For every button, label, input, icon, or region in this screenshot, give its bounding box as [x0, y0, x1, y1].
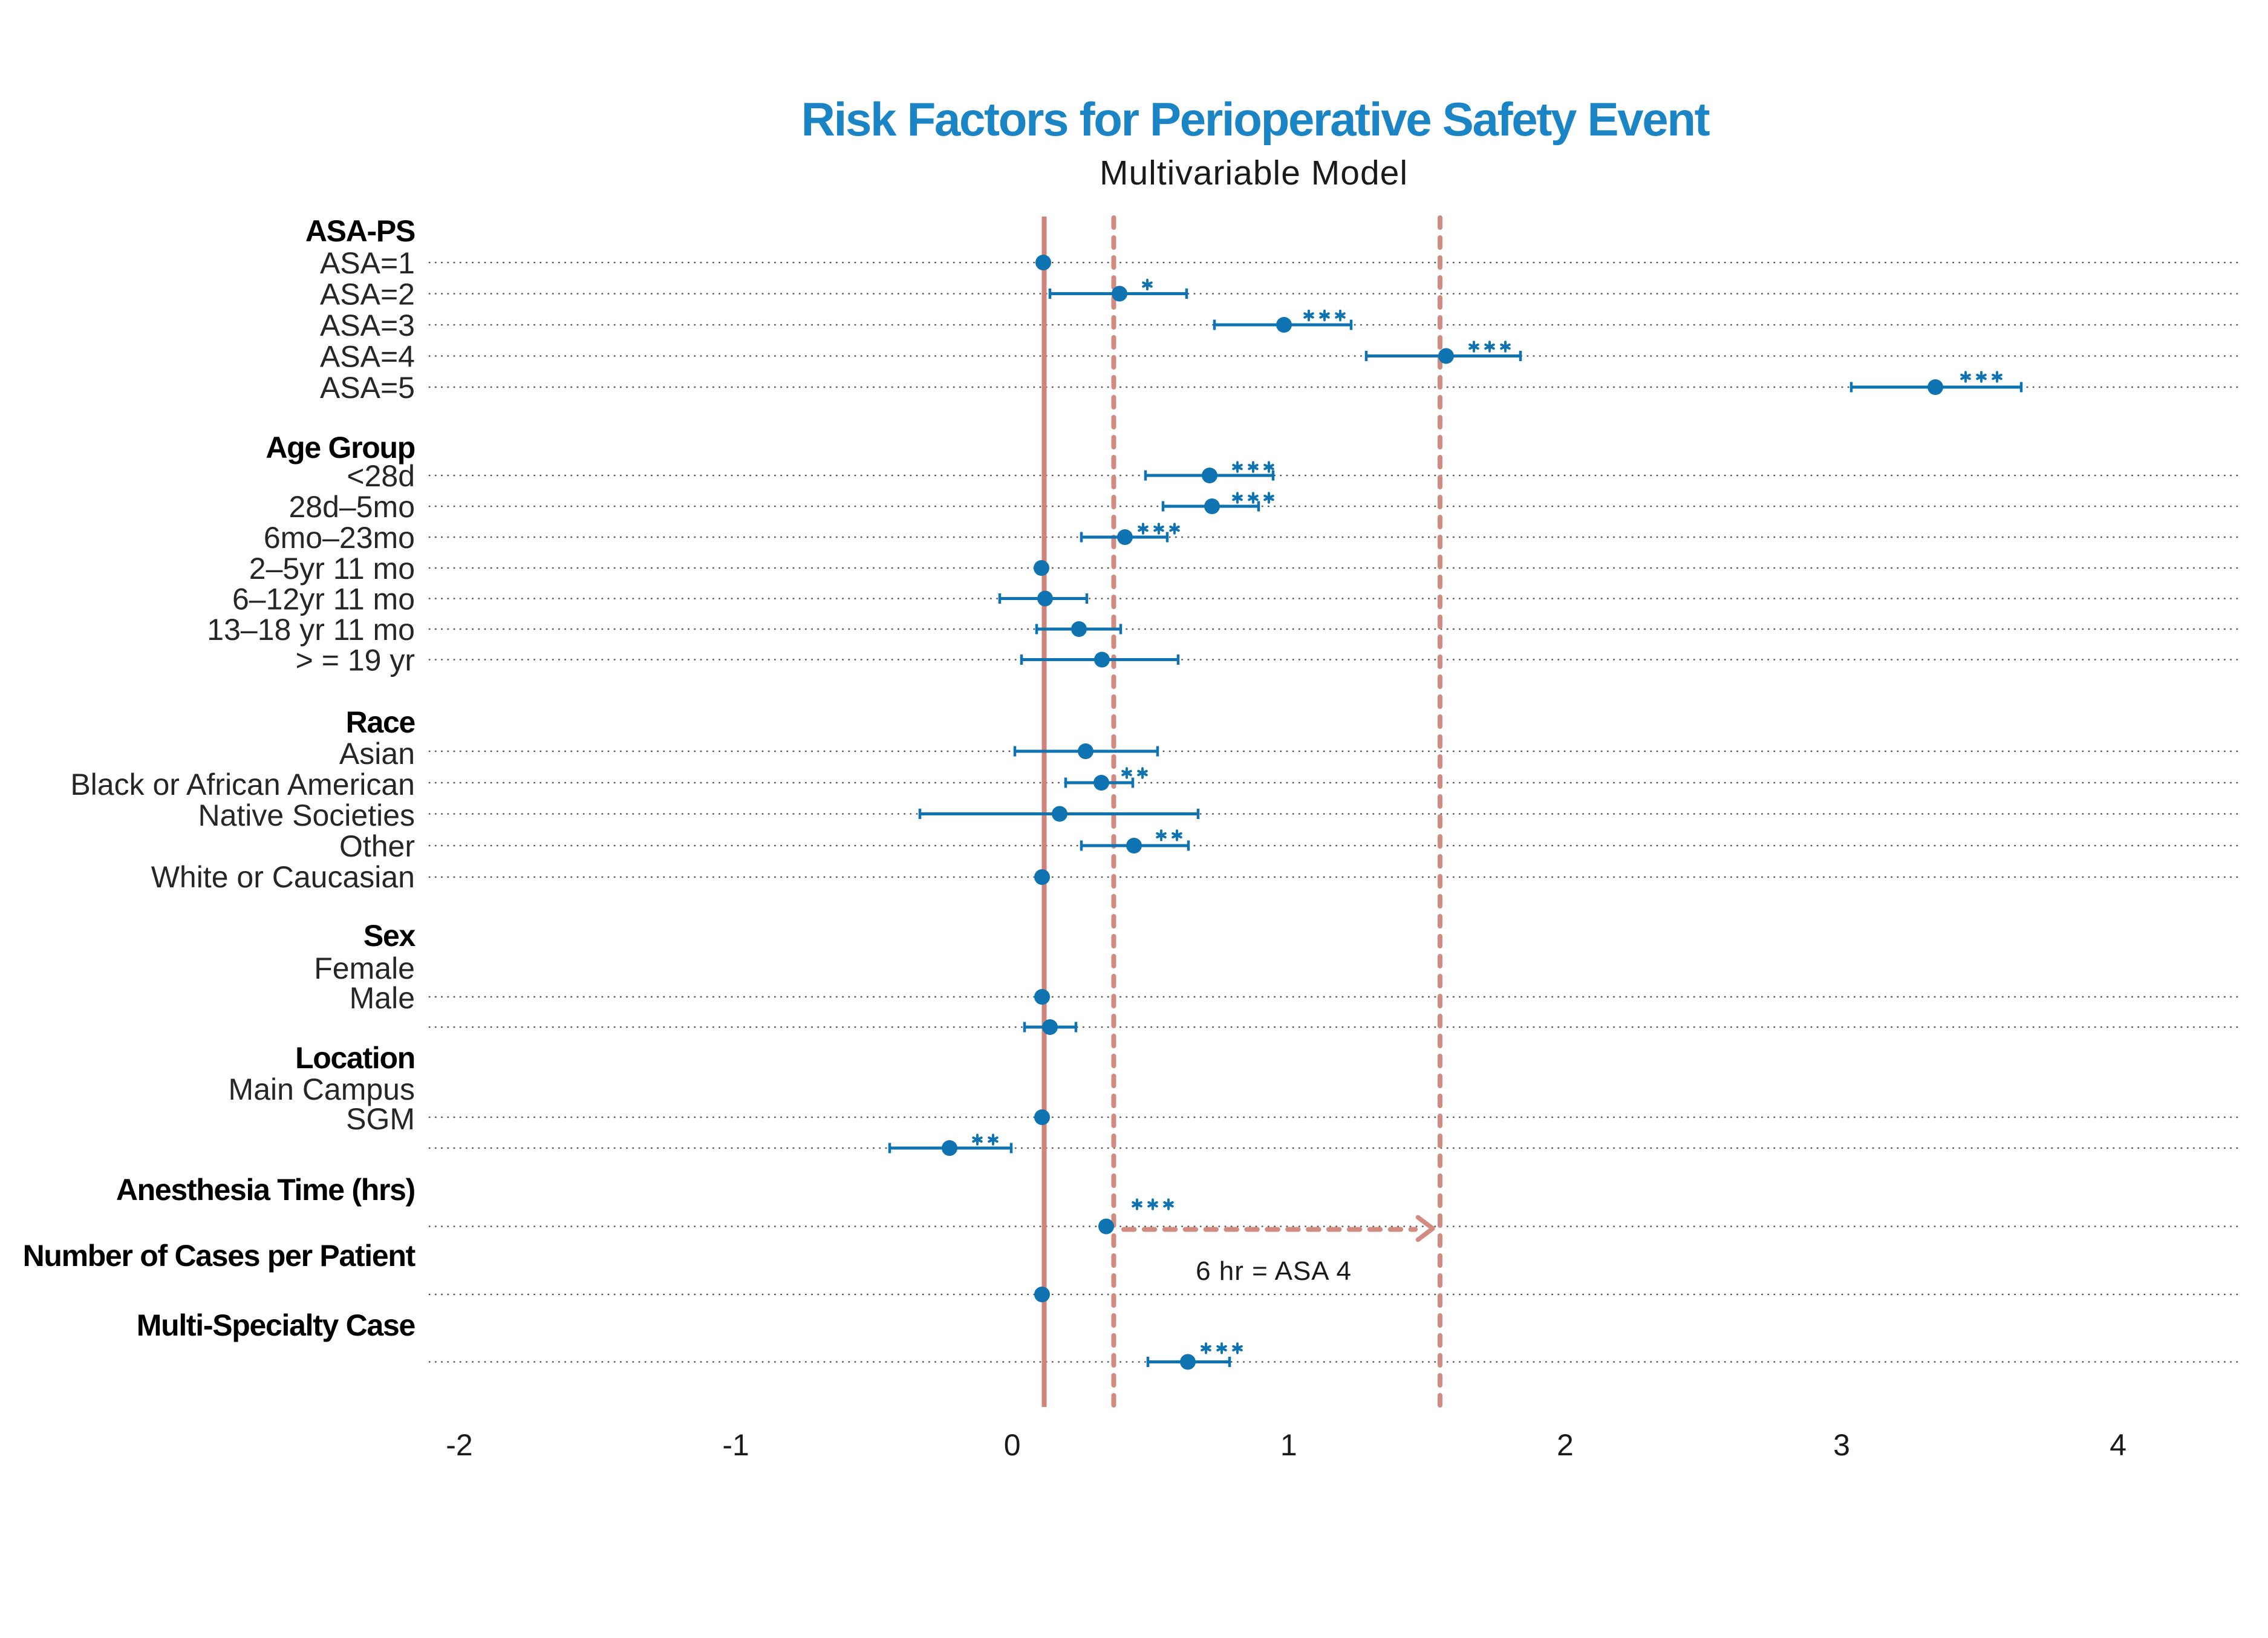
svg-text:Multivariable Model: Multivariable Model	[1100, 154, 1408, 192]
svg-text:> = 19 yr: > = 19 yr	[296, 644, 415, 677]
svg-text:Number of Cases per Patient: Number of Cases per Patient	[23, 1239, 416, 1273]
svg-text:1: 1	[1280, 1428, 1297, 1462]
svg-text:3: 3	[1833, 1428, 1850, 1462]
svg-text:13–18 yr 11 mo: 13–18 yr 11 mo	[207, 613, 415, 647]
svg-text:Age Group: Age Group	[266, 431, 415, 465]
svg-text:ASA=4: ASA=4	[320, 340, 415, 374]
svg-text:Sex: Sex	[363, 919, 416, 953]
svg-text:Male: Male	[350, 981, 415, 1015]
svg-text:Multi-Specialty Case: Multi-Specialty Case	[137, 1308, 415, 1342]
svg-text:Other: Other	[339, 829, 415, 863]
svg-text:-1: -1	[722, 1428, 749, 1462]
svg-text:ASA-PS: ASA-PS	[305, 214, 415, 248]
svg-text:2: 2	[1557, 1428, 1574, 1462]
svg-text:Asian: Asian	[339, 737, 415, 771]
svg-text:Native Societies: Native Societies	[198, 798, 415, 832]
svg-text:ASA=1: ASA=1	[320, 246, 415, 280]
svg-text:6mo–23mo: 6mo–23mo	[264, 521, 415, 555]
svg-text:ASA=3: ASA=3	[320, 308, 415, 342]
svg-text:SGM: SGM	[346, 1102, 415, 1136]
svg-text:White or Caucasian: White or Caucasian	[151, 860, 415, 894]
svg-text:6 hr = ASA 4: 6 hr = ASA 4	[1196, 1256, 1352, 1286]
svg-text:Location: Location	[295, 1041, 415, 1075]
svg-text:2–5yr 11 mo: 2–5yr 11 mo	[249, 552, 415, 586]
svg-text:ASA=2: ASA=2	[320, 278, 415, 312]
svg-text:4: 4	[2110, 1428, 2126, 1462]
svg-text:Main Campus: Main Campus	[229, 1072, 415, 1106]
svg-text:ASA=5: ASA=5	[320, 371, 415, 405]
svg-text:-2: -2	[446, 1428, 472, 1462]
svg-text:Female: Female	[314, 951, 415, 985]
svg-text:<28d: <28d	[347, 459, 415, 493]
svg-text:Anesthesia Time (hrs): Anesthesia Time (hrs)	[116, 1173, 415, 1207]
svg-text:Risk Factors for Perioperative: Risk Factors for Perioperative Safety Ev…	[801, 93, 1710, 146]
svg-text:Black or African American: Black or African American	[70, 768, 415, 801]
svg-text:6–12yr 11 mo: 6–12yr 11 mo	[232, 582, 415, 616]
svg-text:28d–5mo: 28d–5mo	[289, 490, 415, 524]
svg-text:0: 0	[1004, 1428, 1021, 1462]
svg-text:Race: Race	[346, 705, 415, 739]
